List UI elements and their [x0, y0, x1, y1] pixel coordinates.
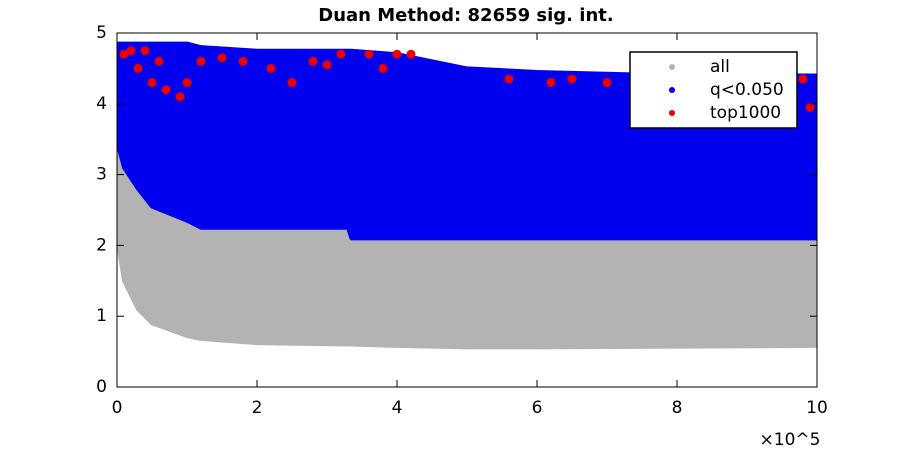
point — [378, 63, 388, 73]
point — [217, 53, 227, 63]
x-tick-label: 10 — [806, 398, 828, 418]
y-tick-label: 2 — [96, 235, 107, 255]
point — [322, 60, 332, 70]
point — [266, 63, 276, 73]
chart-title: Duan Method: 82659 sig. int. — [318, 5, 613, 26]
x-tick-label: 8 — [672, 398, 683, 418]
y-tick-label: 5 — [96, 23, 107, 43]
point — [392, 49, 402, 59]
y-tick-label: 1 — [96, 306, 107, 326]
axes-box — [116, 32, 818, 388]
legend-marker — [669, 64, 675, 70]
point — [798, 74, 808, 84]
point — [175, 92, 185, 102]
legend-label: q<0.050 — [710, 80, 784, 100]
y-tick-label: 3 — [96, 165, 107, 185]
x-tick-label: 4 — [392, 398, 403, 418]
x-tick-label: 6 — [532, 398, 543, 418]
point — [308, 56, 318, 66]
point — [504, 74, 514, 84]
point — [602, 78, 612, 88]
legend-label: top1000 — [710, 103, 781, 123]
point — [140, 46, 150, 56]
point — [567, 74, 577, 84]
point — [133, 63, 143, 73]
y-tick-label: 0 — [96, 377, 107, 397]
point — [364, 49, 374, 59]
point — [196, 56, 206, 66]
legend-label: all — [710, 57, 730, 77]
point — [154, 56, 164, 66]
point — [182, 78, 192, 88]
x-tick-label: 2 — [252, 398, 263, 418]
point — [147, 78, 157, 88]
point — [406, 49, 416, 59]
point — [161, 85, 171, 95]
point — [126, 46, 136, 56]
y-tick-label: 4 — [96, 94, 107, 114]
x-multiplier: ×10^5 — [760, 430, 821, 450]
point — [546, 78, 556, 88]
point — [805, 102, 815, 112]
legend-box — [629, 51, 798, 129]
point — [287, 78, 297, 88]
point — [238, 56, 248, 66]
point — [119, 49, 129, 59]
x-tick-label: 0 — [112, 398, 123, 418]
point — [336, 49, 346, 59]
legend-marker — [669, 87, 675, 93]
legend-marker — [669, 110, 675, 116]
